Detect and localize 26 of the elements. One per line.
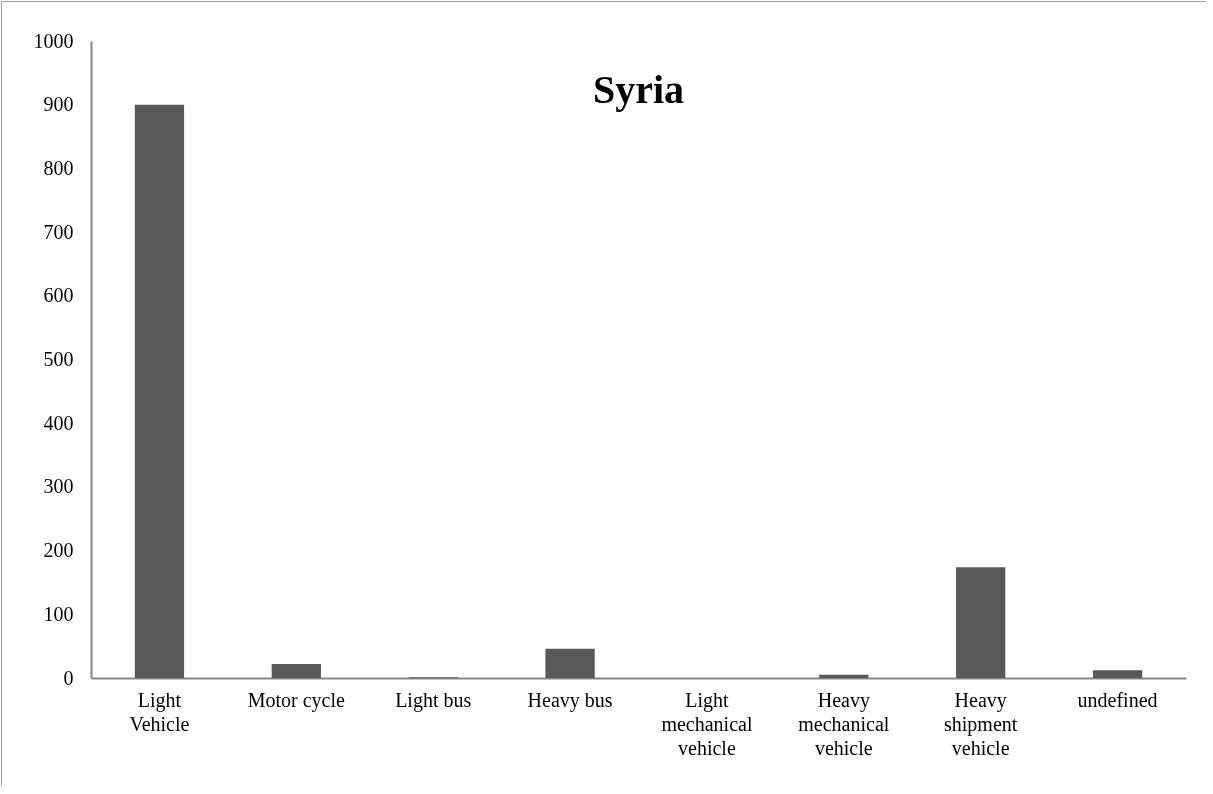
bar	[545, 648, 595, 678]
x-tick-label: Light mechanical vehicle	[661, 688, 753, 759]
x-tick-label: Light bus	[395, 688, 472, 712]
y-tick-label: 400	[43, 411, 74, 434]
x-tick-label: Heavy mechanical vehicle	[798, 688, 890, 759]
y-tick-label: 300	[43, 475, 74, 498]
y-tick-label: 100	[43, 602, 74, 625]
bar	[956, 567, 1006, 678]
y-tick-label: 200	[43, 539, 74, 562]
bar	[1092, 670, 1143, 678]
y-tick-label: 600	[43, 284, 74, 307]
x-tick-label: undefined	[1077, 688, 1158, 711]
text: Syria	[592, 67, 685, 112]
y-tick-label: 800	[43, 156, 74, 179]
y-tick-label: 700	[43, 220, 74, 243]
x-tick-label: Heavy bus	[527, 688, 613, 712]
y-tick-label: 500	[43, 348, 74, 370]
bar	[134, 104, 185, 678]
x-tick-label: Heavy shipment vehicle	[944, 688, 1018, 759]
y-tick-label: 900	[43, 93, 74, 116]
bar	[271, 663, 321, 678]
y-tick-label: 0	[63, 666, 74, 689]
bar	[819, 674, 869, 678]
x-tick-label: Motor cycle	[247, 688, 346, 712]
x-tick-label: Light Vehicle	[129, 688, 190, 735]
y-tick-label: 1000	[33, 29, 74, 52]
